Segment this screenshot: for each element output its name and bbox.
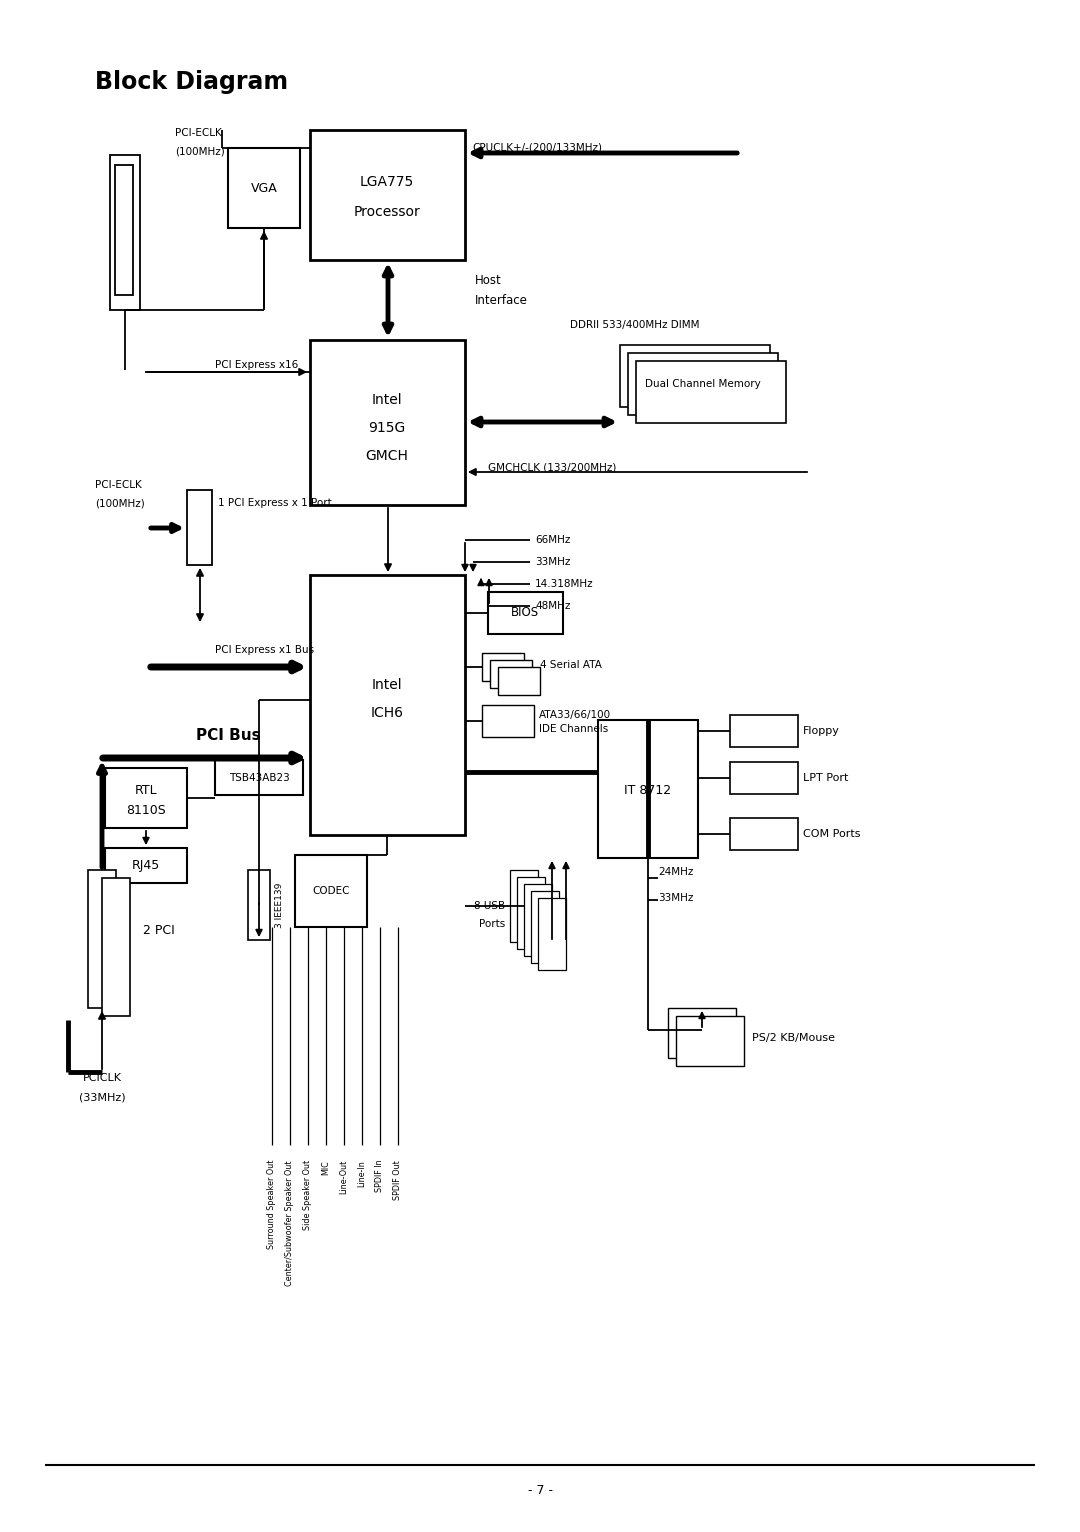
- Text: IT 8712: IT 8712: [624, 783, 672, 797]
- Bar: [627, 352, 778, 415]
- Text: TSB43AB23: TSB43AB23: [229, 774, 289, 783]
- Text: LPT Port: LPT Port: [804, 774, 849, 783]
- Text: PCI-ECLK: PCI-ECLK: [95, 480, 141, 490]
- Bar: [510, 870, 538, 942]
- Text: Block Diagram: Block Diagram: [95, 70, 288, 93]
- Text: 33MHz: 33MHz: [535, 558, 570, 567]
- Bar: [114, 165, 133, 296]
- Text: Interface: Interface: [475, 294, 528, 306]
- Text: Ports: Ports: [478, 919, 505, 928]
- Text: CPUCLK+/-(200/133MHz): CPUCLK+/-(200/133MHz): [472, 142, 602, 153]
- Text: 24MHz: 24MHz: [658, 867, 693, 876]
- Bar: [482, 653, 524, 682]
- Bar: [87, 870, 116, 1008]
- Bar: [490, 660, 532, 688]
- Text: PCI Express x16: PCI Express x16: [215, 360, 298, 371]
- Text: SPDIF In: SPDIF In: [376, 1160, 384, 1192]
- Text: PS/2 KB/Mouse: PS/2 KB/Mouse: [752, 1033, 835, 1043]
- Text: GMCH: GMCH: [365, 449, 408, 463]
- Bar: [524, 884, 552, 956]
- Text: DDRII 533/400MHz DIMM: DDRII 533/400MHz DIMM: [570, 320, 700, 329]
- Text: Floppy: Floppy: [804, 726, 840, 735]
- Text: 8 USB: 8 USB: [474, 901, 505, 912]
- Text: (100MHz): (100MHz): [95, 498, 145, 509]
- Text: 3 IEEE139: 3 IEEE139: [275, 882, 284, 928]
- Text: Surround Speaker Out: Surround Speaker Out: [268, 1160, 276, 1250]
- Text: Dual Channel Memory: Dual Channel Memory: [645, 378, 761, 389]
- Text: 48MHz: 48MHz: [535, 601, 570, 611]
- Bar: [248, 870, 270, 941]
- Text: Line-Out: Line-Out: [339, 1160, 349, 1195]
- Text: ATA33/66/100: ATA33/66/100: [539, 709, 611, 720]
- Text: Processor: Processor: [353, 205, 420, 219]
- Text: Host: Host: [475, 274, 502, 286]
- Text: 4 Serial ATA: 4 Serial ATA: [540, 660, 602, 669]
- Text: Intel: Intel: [372, 394, 403, 408]
- Text: RTL: RTL: [135, 783, 158, 797]
- Text: PCI-ECLK: PCI-ECLK: [175, 129, 221, 138]
- Text: IDE Channels: IDE Channels: [539, 725, 608, 734]
- Bar: [310, 574, 465, 835]
- Bar: [102, 878, 130, 1016]
- Text: 8110S: 8110S: [126, 803, 166, 817]
- Bar: [187, 490, 212, 565]
- Text: - 7 -: - 7 -: [527, 1483, 553, 1497]
- Text: ICH6: ICH6: [370, 706, 404, 720]
- Bar: [215, 760, 303, 795]
- Text: VGA: VGA: [251, 181, 278, 195]
- Text: (33MHz): (33MHz): [79, 1092, 125, 1103]
- Bar: [110, 155, 140, 309]
- Text: 33MHz: 33MHz: [658, 893, 693, 902]
- Text: PCI Express x1 Bus: PCI Express x1 Bus: [215, 645, 314, 656]
- Text: 915G: 915G: [368, 421, 406, 435]
- Bar: [669, 1008, 735, 1059]
- Text: 66MHz: 66MHz: [535, 535, 570, 545]
- Bar: [636, 362, 786, 423]
- Bar: [482, 705, 534, 737]
- Text: 14.318MHz: 14.318MHz: [535, 579, 594, 588]
- Text: PCICLK: PCICLK: [82, 1072, 121, 1083]
- Bar: [730, 715, 798, 748]
- Bar: [538, 898, 566, 970]
- Bar: [730, 761, 798, 794]
- Text: GMCHCLK (133/200MHz): GMCHCLK (133/200MHz): [488, 463, 617, 473]
- Text: Center/Subwoofer Speaker Out: Center/Subwoofer Speaker Out: [285, 1160, 295, 1285]
- Text: BIOS: BIOS: [511, 607, 539, 619]
- Text: 2 PCI: 2 PCI: [143, 924, 175, 936]
- Bar: [531, 892, 559, 964]
- Bar: [620, 345, 770, 408]
- Text: (100MHz): (100MHz): [175, 147, 225, 156]
- Text: CODEC: CODEC: [312, 885, 350, 896]
- Text: MIC: MIC: [322, 1160, 330, 1175]
- Bar: [105, 849, 187, 882]
- Bar: [105, 768, 187, 827]
- Bar: [310, 130, 465, 260]
- Text: LGA775: LGA775: [360, 175, 414, 188]
- Bar: [498, 666, 540, 696]
- Text: Side Speaker Out: Side Speaker Out: [303, 1160, 312, 1230]
- Bar: [598, 720, 698, 858]
- Text: PCI Bus: PCI Bus: [195, 728, 260, 743]
- Bar: [730, 818, 798, 850]
- Text: RJ45: RJ45: [132, 859, 160, 873]
- Text: SPDIF Out: SPDIF Out: [393, 1160, 403, 1200]
- Bar: [228, 149, 300, 228]
- Bar: [488, 591, 563, 634]
- Bar: [517, 876, 545, 948]
- Text: 1 PCI Express x 1 Port: 1 PCI Express x 1 Port: [218, 498, 332, 509]
- Bar: [295, 855, 367, 927]
- Bar: [310, 340, 465, 506]
- Text: COM Ports: COM Ports: [804, 829, 861, 840]
- Text: Line-In: Line-In: [357, 1160, 366, 1187]
- Text: Intel: Intel: [372, 679, 403, 692]
- Bar: [676, 1016, 744, 1066]
